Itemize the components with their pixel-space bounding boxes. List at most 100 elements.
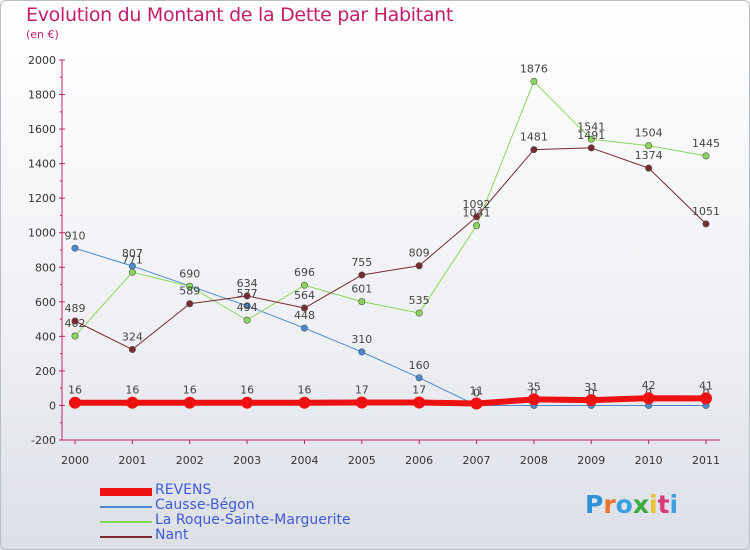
x-tick-label: 2005 xyxy=(348,454,376,467)
y-tick-label: 600 xyxy=(35,296,56,309)
data-point-nant xyxy=(587,144,595,152)
data-point-revens xyxy=(69,396,81,409)
data-point-revens xyxy=(355,396,368,409)
data-point-la-roque-sainte-marguerite xyxy=(186,282,194,290)
legend-label: REVENS xyxy=(155,482,212,498)
data-label-la-roque-sainte-marguerite: 1445 xyxy=(692,137,720,150)
series-line-la-roque-sainte-marguerite xyxy=(74,80,707,337)
data-point-causse-begon xyxy=(300,324,308,332)
data-label-causse-begon: 448 xyxy=(294,309,315,322)
data-label-la-roque-sainte-marguerite: 535 xyxy=(409,294,430,307)
legend-swatch xyxy=(100,536,152,538)
data-point-nant xyxy=(186,300,194,308)
data-point-revens xyxy=(527,393,540,406)
logo-letter: r xyxy=(603,490,616,519)
legend-swatch xyxy=(100,506,152,508)
data-label-la-roque-sainte-marguerite: 601 xyxy=(351,283,372,296)
data-point-revens xyxy=(183,396,196,409)
data-label-nant: 324 xyxy=(122,330,143,343)
data-point-nant xyxy=(702,220,710,228)
data-point-causse-begon xyxy=(358,348,366,356)
data-point-nant xyxy=(358,271,366,279)
data-label-causse-begon: 807 xyxy=(122,247,143,260)
data-label-revens: 16 xyxy=(183,384,197,397)
data-label-revens: 16 xyxy=(240,384,254,397)
y-tick-label: 800 xyxy=(35,261,56,274)
logo-letter: x xyxy=(632,490,649,519)
logo-letter: i xyxy=(649,490,658,519)
series-line-revens xyxy=(72,395,709,407)
data-label-nant: 564 xyxy=(294,289,315,302)
series-line-causse-begon xyxy=(74,247,707,406)
data-label-revens: 16 xyxy=(125,384,139,397)
data-label-revens: 31 xyxy=(584,381,598,394)
x-tick-label: 2011 xyxy=(692,454,720,467)
data-label-la-roque-sainte-marguerite: 690 xyxy=(179,267,200,280)
data-point-nant xyxy=(243,292,251,300)
data-point-nant xyxy=(300,304,308,312)
data-label-nant: 755 xyxy=(351,256,372,269)
data-label-nant: 489 xyxy=(65,302,86,315)
logo-letter: i xyxy=(669,490,679,519)
data-label-nant: 1092 xyxy=(463,198,491,211)
data-label-revens: 17 xyxy=(412,384,426,397)
data-point-nant xyxy=(530,146,538,154)
chart-title: Evolution du Montant de la Dette par Hab… xyxy=(26,4,454,26)
x-tick-label: 2008 xyxy=(520,454,548,467)
data-point-la-roque-sainte-marguerite xyxy=(300,281,308,289)
data-point-revens xyxy=(241,396,254,409)
data-label-nant: 1051 xyxy=(692,205,720,218)
data-label-revens: 16 xyxy=(297,384,311,397)
y-tick-label: 1600 xyxy=(28,123,56,136)
data-label-la-roque-sainte-marguerite: 1041 xyxy=(463,207,491,220)
legend-label: La Roque-Sainte-Marguerite xyxy=(155,512,351,528)
data-point-la-roque-sainte-marguerite xyxy=(702,152,710,160)
data-point-revens xyxy=(298,396,311,409)
data-point-la-roque-sainte-marguerite xyxy=(128,268,136,276)
data-label-causse-begon: 0 xyxy=(530,386,537,399)
x-tick-label: 2003 xyxy=(233,454,261,467)
data-label-nant: 589 xyxy=(179,285,200,298)
data-point-la-roque-sainte-marguerite xyxy=(473,222,481,230)
data-point-la-roque-sainte-marguerite xyxy=(358,298,366,306)
data-label-la-roque-sainte-marguerite: 494 xyxy=(237,301,258,314)
data-label-revens: 35 xyxy=(527,380,541,393)
data-label-nant: 1374 xyxy=(635,149,663,162)
x-tick-label: 2007 xyxy=(463,454,491,467)
legend-swatch xyxy=(100,488,152,496)
data-label-la-roque-sainte-marguerite: 771 xyxy=(122,253,143,266)
data-point-la-roque-sainte-marguerite xyxy=(415,309,423,317)
x-tick-label: 2001 xyxy=(118,454,146,467)
y-tick-label: 2000 xyxy=(28,54,56,67)
data-point-causse-begon xyxy=(243,302,251,310)
y-tick-label: 0 xyxy=(49,399,56,412)
y-tick-label: 1200 xyxy=(28,192,56,205)
data-point-revens xyxy=(126,396,139,409)
data-point-la-roque-sainte-marguerite xyxy=(243,316,251,324)
data-label-nant: 634 xyxy=(237,277,258,290)
data-point-revens xyxy=(700,392,712,405)
data-point-nant xyxy=(415,262,423,270)
data-label-revens: 11 xyxy=(470,385,484,398)
data-point-nant xyxy=(128,345,136,353)
data-point-causse-begon xyxy=(71,244,79,252)
series-line-nant xyxy=(74,147,707,350)
data-point-la-roque-sainte-marguerite xyxy=(71,332,79,340)
legend-swatch xyxy=(100,521,152,523)
x-tick-label: 2010 xyxy=(635,454,663,467)
x-tick-label: 2006 xyxy=(405,454,433,467)
data-point-nant xyxy=(473,213,481,221)
data-label-revens: 16 xyxy=(68,384,82,397)
chart-subtitle: (en €) xyxy=(26,28,59,41)
proxiti-logo: Proxiti xyxy=(585,490,678,519)
x-tick-label: 2002 xyxy=(176,454,204,467)
data-label-la-roque-sainte-marguerite: 696 xyxy=(294,266,315,279)
data-label-la-roque-sainte-marguerite: 1504 xyxy=(635,127,663,140)
x-tick-label: 2009 xyxy=(577,454,605,467)
logo-letter: o xyxy=(615,490,633,519)
y-tick-label: 1800 xyxy=(28,89,56,102)
data-point-revens xyxy=(413,396,426,409)
data-point-revens xyxy=(470,397,483,410)
data-label-revens: 41 xyxy=(699,379,713,392)
